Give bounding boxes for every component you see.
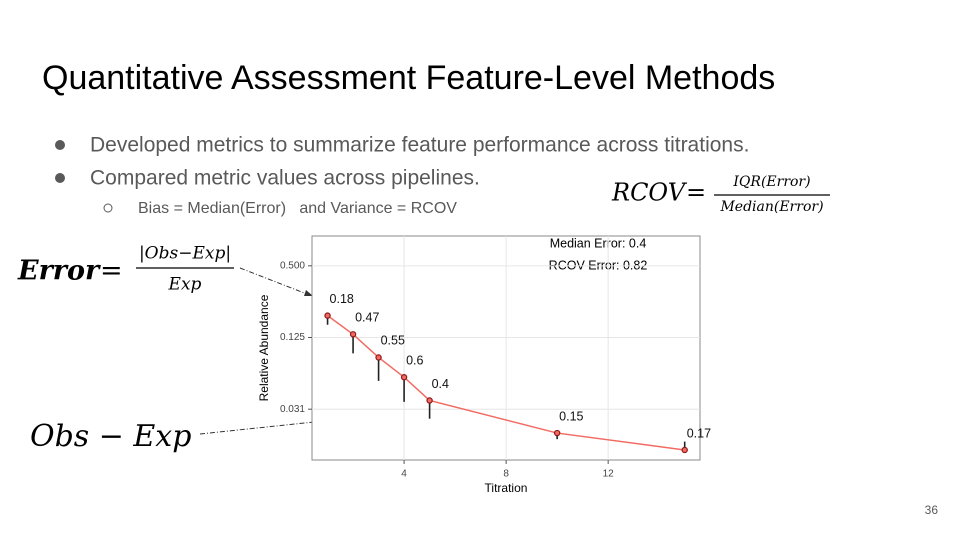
data-point (426, 397, 433, 404)
data-point (324, 312, 331, 319)
sub-bullet-dot (103, 203, 113, 213)
data-point (375, 354, 382, 361)
formula-lhs: Error (17, 256, 101, 287)
x-axis-label: Titration (485, 481, 528, 495)
error-label: 0.15 (559, 409, 583, 423)
data-point (349, 331, 357, 338)
x-tick-label: 8 (503, 469, 509, 480)
error-label: 0.17 (687, 426, 711, 440)
difference-formula: Obs − Exp (30, 419, 191, 454)
pointer-arrow (239, 267, 313, 297)
slide-title: Quantitative Assessment Feature-Level Me… (42, 59, 775, 97)
error-formula: Error = |Obs−Exp| Exp (17, 244, 234, 295)
x-tick-label: 12 (603, 469, 615, 480)
rcov-formula: RCOV = IQR(Error) Median(Error) (611, 174, 830, 215)
annotation: Median Error: 0.4 (550, 236, 647, 250)
formula-equals: = (686, 179, 706, 207)
data-point (400, 374, 408, 381)
y-tick-label: 0.031 (280, 404, 305, 415)
y-tick-label: 0.125 (280, 332, 305, 343)
error-label: 0.18 (330, 292, 354, 306)
error-label: 0.4 (432, 377, 449, 391)
bullet: Compared metric values across pipelines. (90, 167, 480, 190)
formula-denominator: Exp (168, 275, 202, 295)
page-number: 36 (925, 503, 939, 517)
error-label: 0.6 (406, 354, 423, 368)
formula-equals: = (100, 256, 123, 287)
bullet: Developed metrics to summarize feature p… (90, 134, 749, 157)
formula-numerator: |Obs−Exp| (139, 244, 231, 264)
x-tick-label: 4 (401, 469, 407, 480)
error-label: 0.47 (355, 311, 379, 325)
data-point (553, 429, 561, 437)
y-tick-label: 0.500 (280, 260, 305, 271)
arrow-head (304, 290, 313, 296)
annotation: RCOV Error: 0.82 (549, 258, 648, 272)
formula-lhs: RCOV (611, 179, 688, 207)
y-axis-label: Relative Abundance (257, 294, 271, 401)
sub-bullet: Bias = Median(Error) and Variance = RCOV (138, 200, 457, 217)
data-point (681, 446, 688, 454)
bullet-dot (55, 173, 65, 183)
error-label: 0.55 (381, 334, 405, 348)
bullet-dot (55, 140, 65, 150)
formula-denominator: Median(Error) (719, 199, 823, 215)
formula-numerator: IQR(Error) (732, 174, 810, 190)
